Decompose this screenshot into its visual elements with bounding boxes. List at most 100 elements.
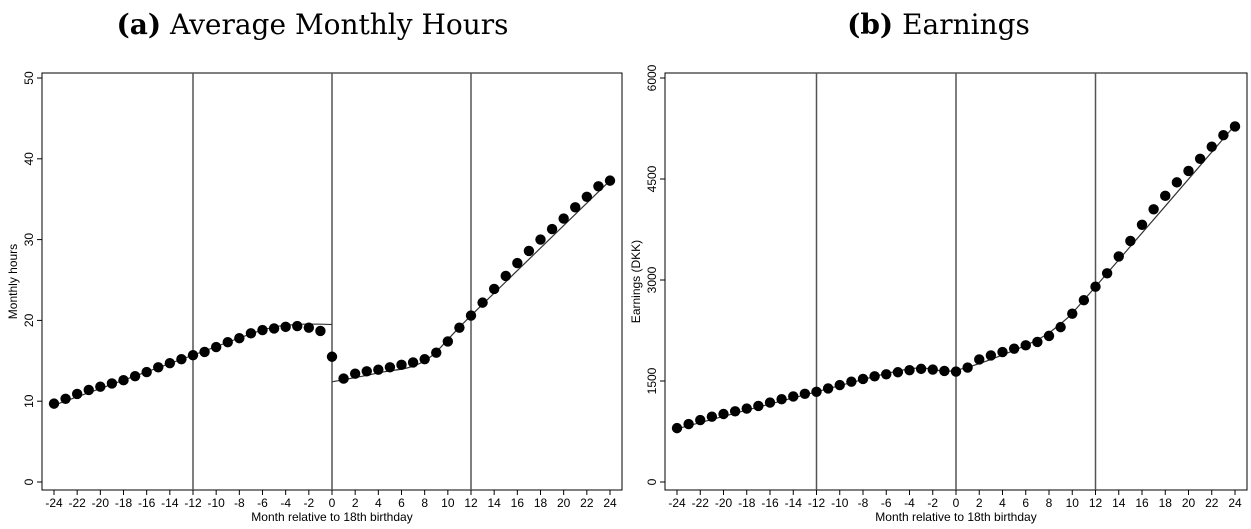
x-tick-label: -14 (161, 496, 179, 510)
x-tick-label: 4 (999, 496, 1006, 510)
y-axis-label: Monthly hours (6, 244, 20, 319)
data-point (442, 336, 454, 347)
x-tick-label: -24 (45, 496, 63, 510)
data-point (695, 414, 706, 426)
x-tick-label: -2 (927, 496, 938, 510)
data-point (384, 362, 396, 373)
data-point (303, 322, 315, 333)
data-point (129, 370, 141, 382)
x-axis-label: Month relative to 18th birthday (875, 510, 1036, 524)
data-point (881, 369, 892, 380)
data-point (83, 384, 94, 396)
data-point (985, 350, 997, 361)
x-tick-label: -8 (858, 496, 869, 510)
data-point (683, 418, 694, 430)
data-point (1160, 190, 1171, 202)
data-point (454, 322, 465, 333)
data-point (857, 373, 869, 385)
data-point (361, 366, 372, 377)
x-tick-label: 20 (557, 496, 571, 510)
data-point (71, 388, 83, 400)
data-point (1171, 177, 1183, 188)
data-point (892, 367, 904, 378)
x-tick-label: 22 (1205, 496, 1219, 510)
x-tick-label: -18 (115, 496, 133, 510)
data-point (671, 422, 683, 434)
data-point (338, 373, 349, 384)
data-point (581, 191, 593, 202)
data-point (500, 270, 511, 282)
x-tick-label: 24 (603, 496, 617, 510)
data-point (95, 381, 106, 392)
data-point (915, 363, 927, 375)
y-tick-label: 0 (22, 478, 36, 485)
data-point (1183, 165, 1194, 177)
data-point (268, 323, 280, 334)
x-tick-label: -14 (785, 496, 803, 510)
data-point (141, 366, 152, 378)
panel-b-label: (b) (847, 8, 894, 41)
x-tick-label: -4 (280, 496, 291, 510)
data-point (764, 397, 776, 408)
data-point (997, 346, 1008, 358)
y-tick-label: 0 (645, 478, 659, 485)
data-point (822, 383, 834, 394)
data-point (292, 320, 303, 332)
data-point (558, 213, 569, 224)
data-point (106, 378, 118, 389)
x-tick-label: -4 (904, 496, 915, 510)
data-point (257, 324, 268, 336)
data-point (1043, 330, 1055, 342)
data-point (187, 349, 199, 361)
x-tick-label: -12 (184, 496, 202, 510)
data-point (488, 283, 500, 295)
data-point (234, 332, 245, 344)
x-tick-label: 2 (352, 496, 359, 510)
x-tick-label: 18 (534, 496, 548, 510)
data-point (834, 379, 845, 391)
data-point (974, 354, 985, 365)
data-point (118, 374, 129, 386)
data-point (904, 365, 915, 376)
x-tick-label: -8 (234, 496, 245, 510)
data-point (1008, 343, 1020, 354)
data-point (1090, 281, 1101, 292)
data-point (811, 386, 822, 397)
data-point (788, 391, 799, 402)
data-point (1078, 295, 1090, 306)
x-tick-label: -16 (761, 496, 779, 510)
data-point (326, 351, 338, 362)
data-point (465, 310, 477, 321)
data-point (48, 398, 60, 409)
y-tick-label: 4500 (645, 165, 659, 192)
data-point (741, 403, 752, 414)
data-point (1206, 141, 1217, 152)
x-tick-label: 12 (1089, 496, 1103, 510)
x-tick-label: 0 (953, 496, 960, 510)
x-tick-label: -24 (668, 496, 686, 510)
data-point (718, 408, 729, 420)
data-point (407, 357, 419, 368)
data-point (869, 371, 880, 382)
y-tick-label: 10 (22, 394, 36, 408)
x-tick-label: -10 (207, 496, 225, 510)
x-tick-label: -22 (68, 496, 86, 510)
data-point (1229, 121, 1241, 132)
data-point (1125, 235, 1136, 247)
y-tick-label: 3000 (645, 266, 659, 293)
panel-b-caption: Earnings (902, 8, 1030, 41)
data-point (373, 364, 384, 375)
data-point (419, 353, 430, 365)
data-point (927, 364, 938, 375)
data-point (222, 337, 233, 348)
data-point (245, 328, 257, 339)
x-tick-label: -20 (92, 496, 110, 510)
x-tick-label: 20 (1182, 496, 1196, 510)
data-point (1055, 321, 1066, 333)
data-point (729, 406, 741, 417)
data-point (1113, 251, 1124, 262)
data-point (1148, 204, 1159, 215)
